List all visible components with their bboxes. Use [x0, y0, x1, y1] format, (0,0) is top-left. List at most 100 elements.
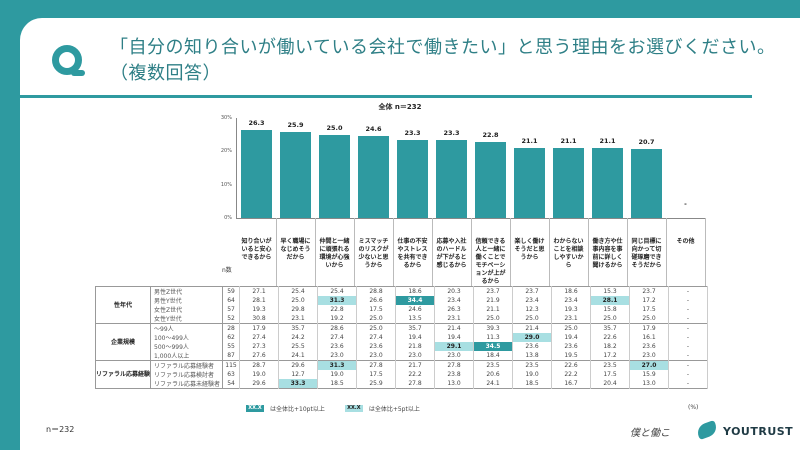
- table-row: リファラル応募検討者 63 19.0 12.7 19.0 17.5 22.2 23.8 20.6…: [96, 370, 709, 379]
- table-cell: 35.7: [590, 323, 631, 333]
- category-divider: [393, 218, 394, 286]
- row-n: 57: [222, 305, 241, 314]
- group-label: 企業規模: [94, 323, 152, 361]
- table-cell: 27.8: [395, 379, 436, 389]
- table-cell: 18.4: [473, 351, 514, 361]
- category-divider: [354, 218, 355, 286]
- category-divider: [510, 218, 511, 286]
- table-cell: 19.4: [395, 333, 436, 342]
- table-cell: 17.5: [590, 370, 631, 379]
- table-cell: 12.3: [512, 305, 553, 314]
- row-label: ～99人: [150, 323, 224, 333]
- table-cell: -: [668, 360, 709, 370]
- table-cell: -: [668, 370, 709, 379]
- bar-value-label: 21.1: [599, 136, 616, 145]
- table-row: 500～999人 55 27.3 25.5 23.6 23.6 21.8 29.1 34.5 23…: [96, 342, 709, 351]
- table-cell: 23.0: [356, 351, 397, 361]
- table-cell: 23.6: [356, 342, 397, 351]
- table-cell: -: [668, 342, 709, 351]
- row-label: リファラル応募未経験者: [150, 379, 224, 389]
- bar-value-label: 20.7: [638, 138, 655, 146]
- table-cell: 27.1: [239, 286, 280, 296]
- table-cell: 23.1: [551, 314, 592, 324]
- table-row: 女性Y世代 52 30.8 23.1 19.2 25.0 13.5 23.1 25.0 25.0 2…: [96, 314, 709, 324]
- brand-name: YOUTRUST: [723, 425, 794, 438]
- table-cell: 23.5: [590, 360, 631, 370]
- table-cell: 22.2: [551, 370, 592, 379]
- table-cell: 15.3: [590, 286, 631, 296]
- table-row: 100～499人 62 27.4 24.2 27.4 27.4 19.4 19.4 11.3 29…: [96, 333, 709, 342]
- table-cell: 23.6: [629, 342, 670, 351]
- row-n: 87: [222, 351, 241, 361]
- table-cell: 24.1: [473, 379, 514, 389]
- row-n: 64: [222, 296, 241, 305]
- table-cell: 28.6: [317, 323, 358, 333]
- table-cell: 27.4: [239, 333, 280, 342]
- table-row: リファラル応募未経験者 54 29.6 33.3 18.5 25.9 27.8 13.0 24.…: [96, 379, 709, 389]
- table-cell: 19.0: [239, 370, 280, 379]
- table-cell: 21.7: [395, 360, 436, 370]
- table-cell: 22.8: [317, 305, 358, 314]
- table-cell: 18.2: [590, 342, 631, 351]
- table-cell: 23.5: [473, 360, 514, 370]
- category-divider: [276, 218, 277, 286]
- table-cell: 19.2: [317, 314, 358, 324]
- table-cell: 20.3: [434, 286, 475, 296]
- row-label: 男性Y世代: [150, 296, 224, 305]
- row-n: 62: [222, 333, 241, 342]
- table-cell: 35.7: [278, 323, 319, 333]
- row-label: 1,000人以上: [150, 351, 224, 361]
- cross-table: 性年代 男性Z世代 59 27.1 25.4 25.4 28.8 18.6 20.3 23.7 23…: [94, 286, 709, 389]
- row-n: 52: [222, 314, 241, 324]
- table-cell: 21.4: [434, 323, 475, 333]
- bar: [553, 147, 584, 218]
- table-cell: 24.1: [278, 351, 319, 361]
- table-cell: 18.5: [512, 379, 553, 389]
- category-divider: [471, 218, 472, 286]
- table-row: 1,000人以上 87 27.6 24.1 23.0 23.0 23.0 23.0 18.4 13…: [96, 351, 709, 361]
- table-cell: 26.3: [434, 305, 475, 314]
- table-cell: 13.5: [395, 314, 436, 324]
- table-cell: 23.6: [551, 342, 592, 351]
- category-label: その他: [676, 238, 695, 245]
- table-cell: 31.3: [317, 296, 358, 305]
- table-row: 男性Y世代 64 28.1 25.0 31.3 26.6 34.4 23.4 21.9 23.4 2…: [96, 296, 709, 305]
- group-label: 性年代: [94, 286, 152, 324]
- table-cell: 17.5: [356, 305, 397, 314]
- table-cell: 25.0: [629, 314, 670, 324]
- table-cell: 19.4: [434, 333, 475, 342]
- y-tick-label: 20%: [220, 148, 232, 155]
- row-label: リファラル応募経験者: [150, 360, 224, 370]
- row-n: 115: [222, 360, 241, 370]
- category-label: 楽しく働けそうだと思うから: [514, 238, 545, 261]
- bar: [592, 147, 623, 218]
- bar-value-label: 22.8: [482, 131, 499, 139]
- table-cell: 22.6: [590, 333, 631, 342]
- table-cell: 27.4: [356, 333, 397, 342]
- table-cell: 27.8: [434, 360, 475, 370]
- table-cell: 18.6: [395, 286, 436, 296]
- bar: [475, 142, 506, 218]
- table-cell: 23.1: [434, 314, 475, 324]
- row-n: 28: [222, 323, 241, 333]
- bar-value-label: 23.3: [404, 129, 421, 138]
- bar: [358, 136, 389, 218]
- table-cell: 25.4: [317, 286, 358, 296]
- row-n: 54: [222, 379, 241, 389]
- table-cell: 20.6: [473, 370, 514, 379]
- table-cell: 29.6: [239, 379, 280, 389]
- table-cell: 23.8: [434, 370, 475, 379]
- category-divider: [666, 218, 667, 286]
- row-label: 500～999人: [150, 342, 224, 351]
- row-n: 59: [222, 286, 241, 296]
- table-cell: 19.3: [551, 305, 592, 314]
- legend-label-10pt: は全体比+10pt以上: [270, 406, 325, 413]
- legend-swatch-5pt: XX.X: [344, 405, 363, 412]
- table-cell: 28.1: [590, 296, 631, 305]
- table-cell: 13.0: [434, 379, 475, 389]
- category-divider: [705, 218, 706, 286]
- bar-value-label: -: [684, 200, 687, 208]
- table-cell: 26.6: [356, 296, 397, 305]
- table-cell: -: [668, 351, 709, 361]
- signature-logo: 僕と働こ: [630, 428, 670, 439]
